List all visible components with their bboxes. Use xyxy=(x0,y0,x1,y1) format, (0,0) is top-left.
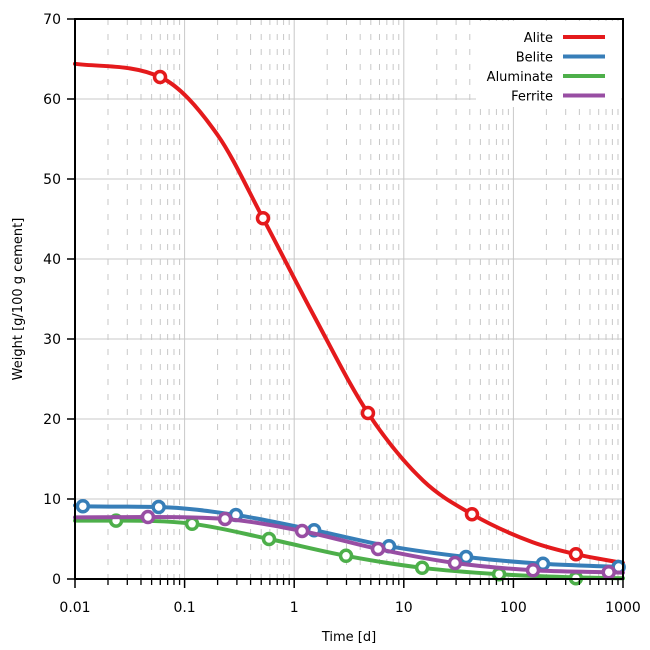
data-point-aluminate xyxy=(338,548,354,564)
x-tick-label: 0.1 xyxy=(173,600,195,616)
data-point-ferrite xyxy=(447,555,463,571)
legend-label-aluminate: Aluminate xyxy=(487,70,553,85)
data-point-alite xyxy=(464,506,480,522)
y-tick-label: 70 xyxy=(43,12,61,28)
data-point-ferrite xyxy=(140,509,156,525)
legend-label-belite: Belite xyxy=(516,51,553,66)
x-tick-label: 100 xyxy=(500,600,527,616)
data-point-ferrite xyxy=(294,523,310,539)
data-point-ferrite xyxy=(217,511,233,527)
data-point-alite xyxy=(568,546,584,562)
x-tick-label: 0.01 xyxy=(59,600,90,616)
data-point-aluminate xyxy=(184,516,200,532)
data-point-alite xyxy=(360,405,376,421)
data-point-ferrite xyxy=(525,562,541,578)
series-ferrite xyxy=(73,509,625,580)
y-tick-label: 50 xyxy=(43,172,61,188)
series-alite xyxy=(73,61,625,565)
x-tick-label: 10 xyxy=(395,600,413,616)
y-tick-label: 0 xyxy=(52,572,61,588)
series-aluminate xyxy=(73,513,625,586)
axis-ticks: 0.01 0.1 1 10 100 1000 0 10 20 30 40 50 60 70 xyxy=(43,12,641,616)
y-tick-label: 40 xyxy=(43,252,61,268)
data-point-belite xyxy=(75,498,91,514)
grid xyxy=(74,18,624,580)
data-point-belite xyxy=(151,499,166,515)
x-tick-label: 1 xyxy=(290,600,299,616)
data-point-ferrite xyxy=(370,541,386,557)
y-tick-label: 10 xyxy=(43,492,61,508)
data-point-aluminate xyxy=(261,531,277,547)
data-point-belite xyxy=(458,549,474,565)
x-tick-label: 1000 xyxy=(605,600,641,616)
data-point-aluminate xyxy=(414,560,430,576)
plot-frame xyxy=(74,18,624,580)
y-tick-label: 60 xyxy=(43,92,61,108)
data-point-alite xyxy=(152,69,168,85)
y-tick-label: 20 xyxy=(43,412,61,428)
data-point-ferrite xyxy=(601,564,616,580)
y-tick-label: 30 xyxy=(43,332,61,348)
x-axis-title: Time [d] xyxy=(321,630,376,645)
legend-label-ferrite: Ferrite xyxy=(511,90,553,105)
legend: Alite Belite Aluminate Ferrite xyxy=(476,21,621,107)
legend-label-alite: Alite xyxy=(524,31,553,46)
series-line-alite xyxy=(73,61,625,565)
series-layer xyxy=(73,61,626,586)
data-point-alite xyxy=(255,210,271,226)
y-axis-title: Weight [g/100 g cement] xyxy=(11,218,26,381)
